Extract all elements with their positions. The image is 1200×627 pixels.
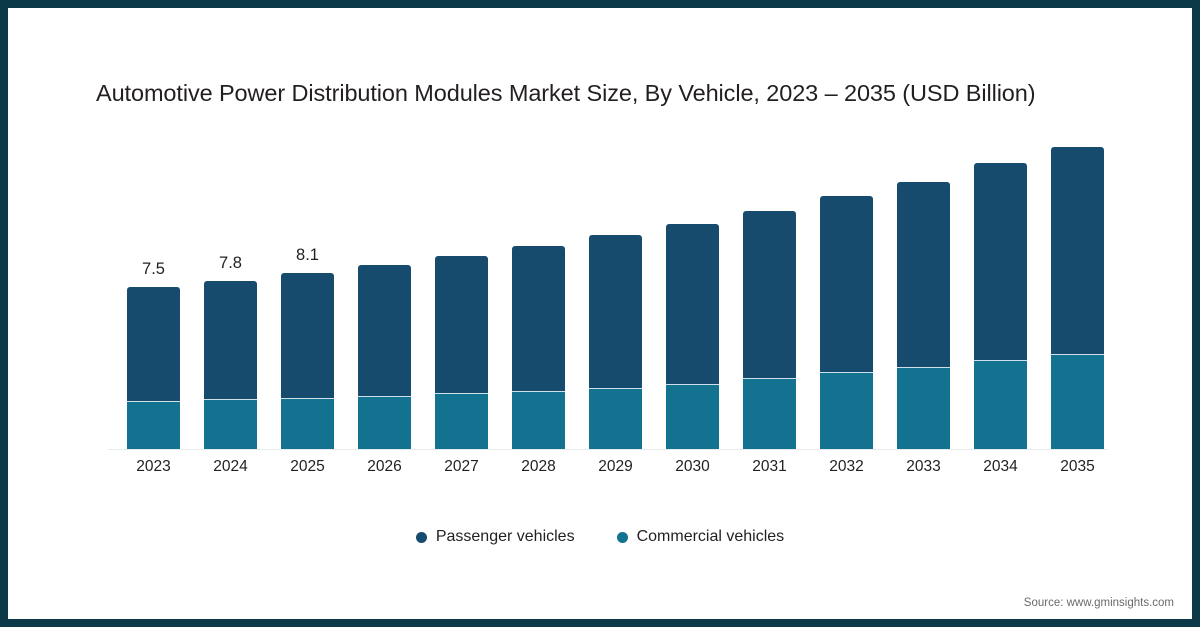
bar-segment-commercial[interactable] bbox=[512, 391, 565, 449]
x-axis-tick-2034: 2034 bbox=[983, 458, 1018, 475]
bar-segment-passenger[interactable] bbox=[820, 196, 873, 372]
x-axis-tick-2025: 2025 bbox=[290, 458, 325, 475]
x-axis-tick-2032: 2032 bbox=[829, 458, 864, 475]
legend-label: Passenger vehicles bbox=[435, 528, 575, 545]
bar-segment-commercial[interactable] bbox=[204, 399, 257, 449]
source-attribution: Source: www.gminsights.com bbox=[1023, 597, 1174, 609]
x-axis-tick-2033: 2033 bbox=[906, 458, 941, 475]
bar-segment-passenger[interactable] bbox=[1051, 147, 1104, 354]
bar-stack-2032[interactable] bbox=[820, 196, 873, 449]
bar-stack-2033[interactable] bbox=[897, 182, 950, 449]
legend-label: Commercial vehicles bbox=[636, 528, 785, 545]
bar-segment-passenger[interactable] bbox=[512, 246, 565, 391]
bar-segment-passenger[interactable] bbox=[666, 224, 719, 384]
x-axis-tick-2028: 2028 bbox=[521, 458, 556, 475]
bar-segment-passenger[interactable] bbox=[435, 256, 488, 393]
bar-segment-commercial[interactable] bbox=[1051, 354, 1104, 449]
bar-segment-commercial[interactable] bbox=[435, 393, 488, 449]
bar-stack-2028[interactable] bbox=[512, 246, 565, 449]
bar-segment-passenger[interactable] bbox=[974, 163, 1027, 360]
x-axis-tick-2026: 2026 bbox=[367, 458, 402, 475]
x-axis-tick-2031: 2031 bbox=[752, 458, 787, 475]
bar-stack-2034[interactable] bbox=[974, 163, 1027, 449]
bar-segment-commercial[interactable] bbox=[666, 384, 719, 449]
bar-stack-2025[interactable]: 8.1 bbox=[281, 246, 334, 449]
bar-segment-passenger[interactable] bbox=[897, 182, 950, 367]
x-axis-tick-2027: 2027 bbox=[444, 458, 479, 475]
bar-stack-2026[interactable] bbox=[358, 265, 411, 449]
x-axis-tick-2023: 2023 bbox=[136, 458, 171, 475]
bar-segment-passenger[interactable] bbox=[358, 265, 411, 396]
legend-dot-icon bbox=[616, 531, 628, 543]
page-title: Automotive Power Distribution Modules Ma… bbox=[96, 80, 1036, 106]
bar-value-label-2023: 7.5 bbox=[142, 260, 165, 278]
bar-segment-passenger[interactable] bbox=[127, 287, 180, 401]
bar-segment-passenger[interactable] bbox=[743, 211, 796, 378]
x-axis-tick-2035: 2035 bbox=[1060, 458, 1095, 475]
bar-segment-commercial[interactable] bbox=[897, 367, 950, 449]
bar-stack-2024[interactable]: 7.8 bbox=[204, 254, 257, 449]
chart-legend: Passenger vehicles Commercial vehicles bbox=[8, 528, 1192, 546]
bar-segment-commercial[interactable] bbox=[974, 360, 1027, 449]
bar-value-label-2025: 8.1 bbox=[296, 246, 319, 264]
x-axis-tick-2030: 2030 bbox=[675, 458, 710, 475]
legend-item-commercial[interactable]: Commercial vehicles bbox=[616, 528, 785, 546]
bar-segment-passenger[interactable] bbox=[204, 281, 257, 399]
bar-stack-2027[interactable] bbox=[435, 256, 488, 449]
x-axis-tick-2024: 2024 bbox=[213, 458, 248, 475]
x-axis-line bbox=[108, 449, 1108, 450]
bar-segment-commercial[interactable] bbox=[358, 396, 411, 449]
x-axis-tick-2029: 2029 bbox=[598, 458, 633, 475]
bar-segment-passenger[interactable] bbox=[589, 235, 642, 388]
bar-stack-2030[interactable] bbox=[666, 224, 719, 449]
bar-segment-commercial[interactable] bbox=[127, 401, 180, 449]
bar-segment-commercial[interactable] bbox=[820, 372, 873, 449]
bar-stack-2035[interactable] bbox=[1051, 147, 1104, 449]
bar-stack-2031[interactable] bbox=[743, 211, 796, 449]
bar-segment-passenger[interactable] bbox=[281, 273, 334, 398]
bar-segment-commercial[interactable] bbox=[281, 398, 334, 449]
bar-stack-2023[interactable]: 7.5 bbox=[127, 260, 180, 449]
legend-item-passenger[interactable]: Passenger vehicles bbox=[415, 528, 575, 546]
bar-stack-2029[interactable] bbox=[589, 235, 642, 449]
bar-segment-commercial[interactable] bbox=[589, 388, 642, 449]
legend-dot-icon bbox=[415, 531, 427, 543]
chart-canvas: Automotive Power Distribution Modules Ma… bbox=[8, 8, 1192, 619]
bar-value-label-2024: 7.8 bbox=[219, 254, 242, 272]
bar-segment-commercial[interactable] bbox=[743, 378, 796, 449]
